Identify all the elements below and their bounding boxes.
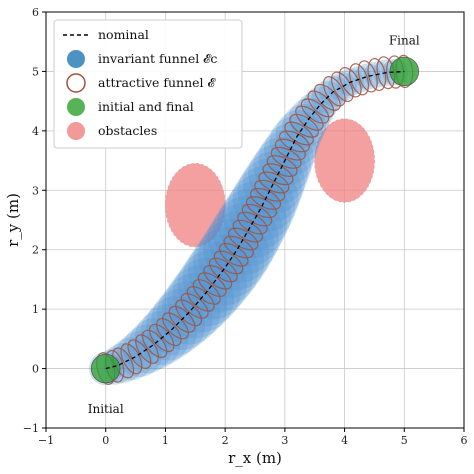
y-tick-label: 1	[32, 303, 39, 316]
y-tick-label: 0	[32, 363, 39, 376]
invariant-funnel-ellipse	[207, 203, 279, 275]
x-tick-label: 0	[102, 434, 109, 447]
invariant-funnel-ellipse	[303, 86, 339, 122]
invariant-funnel-ellipse	[275, 109, 323, 157]
invariant-funnel-ellipse	[296, 92, 335, 130]
invariant-funnel-ellipse	[212, 195, 284, 267]
annotation-layer: Initial Final	[88, 34, 420, 416]
x-tick-label: 2	[222, 434, 229, 447]
legend: nominal invariant funnel 𝓔c attractive fun…	[53, 19, 243, 149]
nominal-path	[105, 70, 405, 370]
grid-layer	[45, 11, 465, 429]
x-tick-label: 4	[341, 434, 348, 447]
y-axis-label: r_y (m)	[4, 193, 22, 247]
y-tick-label: 5	[32, 65, 39, 78]
y-tick-label: −1	[23, 422, 39, 435]
invariant-funnel-ellipse	[177, 249, 247, 320]
invariant-funnel-ellipse	[242, 151, 305, 214]
attractive-funnel-ellipse	[357, 60, 378, 93]
legend-marker-attractive	[66, 73, 86, 93]
plot-frame	[45, 11, 465, 429]
legend-marker	[67, 50, 85, 68]
attractive-funnel-ellipse	[322, 76, 346, 107]
x-tick-label: 1	[162, 434, 169, 447]
invariant-funnel-ellipse	[197, 218, 270, 291]
y-tick-label: 3	[32, 184, 39, 197]
tick-layer: −1 0 1 2 3 4 5 6 −1 0 1 2 3 4 5 6	[23, 6, 468, 447]
invariant-funnel-ellipse	[192, 226, 265, 299]
legend-marker	[67, 98, 85, 116]
annotation-final: Final	[389, 34, 420, 48]
legend-label: obstacles	[98, 123, 157, 138]
path-layer	[90, 56, 420, 384]
obstacle-layer	[164, 118, 375, 248]
x-tick-label: 5	[401, 434, 408, 447]
obstacle	[314, 118, 375, 203]
legend-label: nominal	[98, 27, 149, 42]
annotation-initial: Initial	[88, 402, 124, 416]
x-axis-label: r_x (m)	[228, 449, 282, 467]
legend-box	[53, 19, 243, 149]
attractive-funnel-ellipse	[180, 293, 209, 319]
x-tick-label: 3	[281, 434, 288, 447]
x-tick-label: 6	[461, 434, 468, 447]
legend-marker	[67, 122, 85, 140]
y-tick-label: 2	[32, 244, 39, 257]
y-tick-label: 6	[32, 6, 39, 19]
x-tick-label: −1	[38, 434, 54, 447]
invariant-funnel-ellipse	[145, 296, 206, 356]
y-tick-label: 4	[32, 125, 39, 138]
invariant-funnel-ellipse	[258, 130, 314, 186]
obstacle	[164, 163, 226, 248]
legend-label: invariant funnel 𝓔c	[98, 51, 217, 66]
legend-label: attractive funnel 𝓔	[98, 75, 217, 90]
invariant-funnel-ellipse	[227, 173, 296, 241]
legend-label: initial and final	[98, 99, 194, 114]
initial-point	[90, 353, 121, 384]
